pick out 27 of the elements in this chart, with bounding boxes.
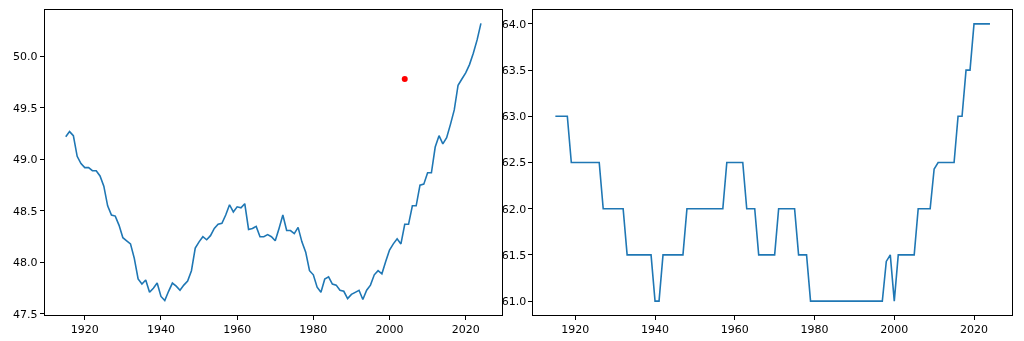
x-tick-label: 1960 [223,323,252,337]
x-tick-label: 1940 [641,323,670,337]
y-tick-label: 62.0 [501,202,527,216]
x-tick-label: 2000 [375,323,404,337]
y-tick-label: 49.5 [13,101,38,115]
y-tick-label: 48.5 [13,204,38,218]
x-tick-label: 2020 [960,323,989,337]
y-tick-label: 64.0 [501,17,527,31]
y-tick-label: 61.5 [501,248,527,262]
y-tick-label: 63.5 [501,63,527,77]
y-tick-label: 49.0 [13,153,38,167]
y-tick-label: 63.0 [501,110,527,124]
y-tick-label: 62.5 [501,156,527,170]
y-tick-label: 48.0 [13,256,38,270]
line-series [64,22,482,302]
x-tick-label: 2000 [880,323,909,337]
x-tick-label: 2020 [451,323,480,337]
y-tick-label: 50.0 [13,50,38,64]
x-tick-label: 1980 [299,323,328,337]
x-tick-label: 1920 [70,323,99,337]
x-tick-label: 1940 [146,323,175,337]
y-tick-label: 61.0 [501,294,527,308]
x-tick-label: 1920 [561,323,590,337]
x-tick-label: 1960 [720,323,749,337]
x-tick-label: 1980 [800,323,829,337]
y-tick-label: 47.5 [13,307,38,321]
line-series [554,23,991,302]
